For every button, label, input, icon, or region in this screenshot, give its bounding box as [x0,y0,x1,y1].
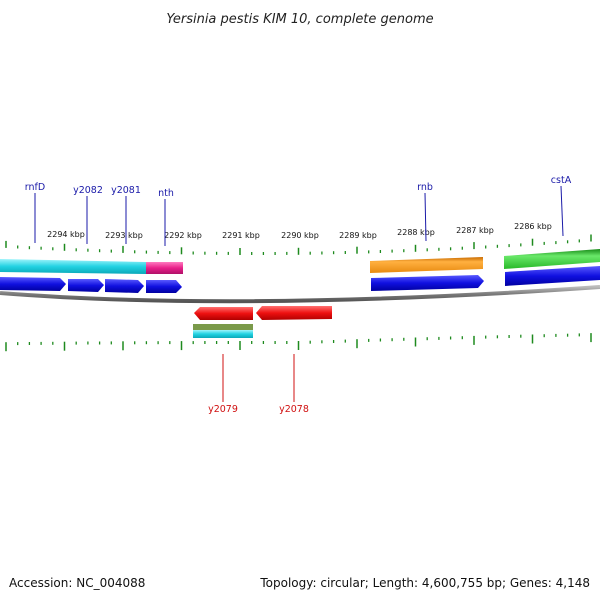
feature-block-green[interactable] [504,249,600,269]
cds-arrow-y2079[interactable] [194,307,253,320]
cds-arrow-nth[interactable] [146,280,182,293]
feature-block-cyan-reverse[interactable] [193,330,253,338]
forward-gene-labels: rnfD y2082 y2081 nth rnb cstA [25,175,572,246]
feature-block-orange[interactable] [370,257,483,273]
gene-label-rnb[interactable]: rnb [417,182,433,193]
scale-label: 2287 kbp [456,226,494,235]
gene-leader-line [560,185,564,237]
feature-track-outer [0,249,600,274]
genome-summary-text: Topology: circular; Length: 4,600,755 bp… [259,576,590,590]
reverse-cds-track [193,306,332,338]
cds-arrow-y2081[interactable] [105,279,144,293]
gene-label-y2082[interactable]: y2082 [73,185,103,196]
scale-labels: 2294 kbp 2293 kbp 2292 kbp 2291 kbp 2290… [47,222,552,240]
scale-label: 2292 kbp [164,231,202,240]
scale-label: 2289 kbp [339,231,377,240]
gene-label-rnfd[interactable]: rnfD [25,182,45,193]
feature-block-cyan[interactable] [0,259,146,274]
cds-arrow-csta[interactable] [505,266,600,286]
scale-label: 2291 kbp [222,231,260,240]
forward-cds-track [0,266,600,293]
map-title: Yersinia pestis KIM 10, complete genome [166,12,433,27]
reverse-gene-labels: y2079 y2078 [208,354,309,415]
inner-tick-ring [5,333,592,352]
accession-text: Accession: NC_004088 [9,576,145,590]
feature-block-olive[interactable] [193,324,253,330]
scale-label: 2288 kbp [397,228,435,237]
scale-label: 2294 kbp [47,230,85,239]
cds-arrow-y2078[interactable] [256,306,332,320]
gene-label-csta[interactable]: cstA [551,175,572,186]
gene-label-y2078[interactable]: y2078 [279,404,309,415]
genome-backbone [0,285,600,304]
outer-tick-ring [5,234,592,255]
cds-arrow-y2082[interactable] [68,279,104,292]
scale-label: 2286 kbp [514,222,552,231]
gene-label-nth[interactable]: nth [158,188,174,199]
scale-label: 2293 kbp [105,231,143,240]
cds-arrow-rnb[interactable] [371,275,484,291]
scale-label: 2290 kbp [281,231,319,240]
gene-label-y2079[interactable]: y2079 [208,404,238,415]
feature-block-pink[interactable] [146,262,183,274]
gene-leader-line [424,192,427,242]
gene-label-y2081[interactable]: y2081 [111,185,141,196]
cds-arrow-rnfd[interactable] [0,277,66,291]
